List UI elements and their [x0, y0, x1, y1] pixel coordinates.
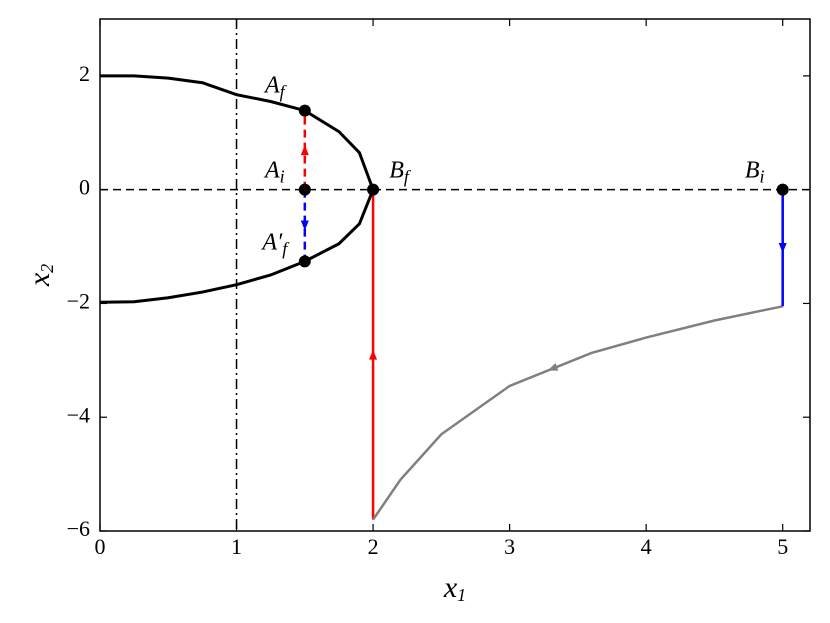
y-axis-label: x2: [23, 264, 57, 287]
x-axis-label-subscript: 1: [457, 585, 466, 605]
point-label-subscript: i: [760, 167, 765, 187]
point-label-text: A′: [260, 229, 283, 255]
point-label: Ai: [263, 157, 285, 187]
point-label-subscript: f: [280, 82, 288, 102]
x-tick-label: 3: [504, 534, 515, 559]
point-label-text: A: [263, 157, 280, 183]
point: [298, 255, 311, 268]
x-tick-label: 4: [641, 534, 652, 559]
point-label: Bi: [745, 157, 765, 187]
y-tick-label: −2: [67, 288, 90, 313]
x-axis-label-text: x: [443, 571, 458, 604]
y-tick-label: 2: [79, 61, 90, 86]
y-axis-label-text: x: [23, 272, 56, 287]
curve: [372, 305, 783, 521]
point-label-subscript: i: [280, 167, 285, 187]
x-tick-label: 2: [368, 534, 379, 559]
point: [298, 104, 311, 117]
point: [776, 183, 789, 196]
point-label-subscript: f: [404, 167, 412, 187]
y-tick-label: −4: [67, 402, 90, 427]
y-axis-label-subscript: 2: [37, 264, 57, 273]
point-label: Af: [263, 72, 288, 102]
direction-arrow: [300, 145, 309, 156]
point-label-text: B: [389, 157, 404, 183]
x-axis-label: x1: [443, 571, 466, 605]
x-tick-label: 1: [231, 534, 242, 559]
y-tick-label: −6: [67, 516, 90, 541]
point-label-subscript: f: [282, 238, 290, 258]
plot-frame: [99, 18, 811, 532]
x-tick-label: 0: [95, 534, 106, 559]
y-tick-label: 0: [79, 175, 90, 200]
point-label-text: B: [745, 157, 760, 183]
direction-arrow: [300, 220, 309, 231]
direction-arrow: [369, 349, 378, 360]
point-label: Bf: [389, 157, 412, 187]
direction-arrow: [778, 242, 787, 253]
point-label-text: A: [263, 72, 280, 98]
point: [298, 183, 311, 196]
x-tick-label: 5: [777, 534, 788, 559]
point: [367, 183, 380, 196]
direction-arrow: [547, 363, 559, 371]
point-label: A′f: [260, 229, 290, 259]
